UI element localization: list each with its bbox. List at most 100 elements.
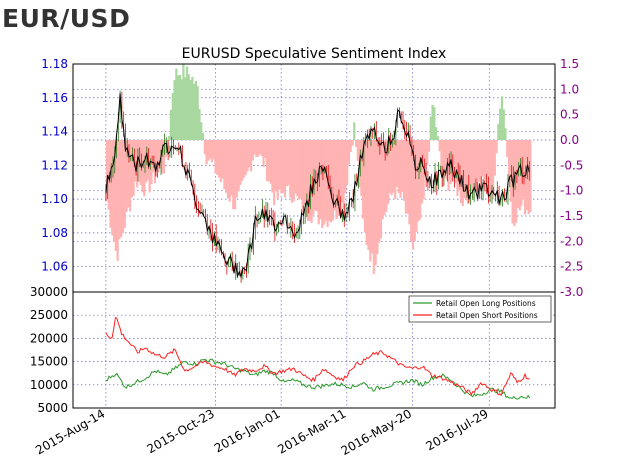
sentiment-bar [177, 75, 180, 140]
sentiment-bar [216, 140, 219, 175]
sentiment-bar [232, 140, 235, 210]
sentiment-bar [401, 140, 404, 193]
sentiment-bar [351, 140, 354, 146]
sentiment-bar [226, 140, 230, 199]
sentiment-bar [109, 140, 112, 228]
sentiment-bar [527, 140, 530, 215]
sentiment-bar [445, 140, 448, 180]
sentiment-bar [269, 140, 272, 184]
bottom-tick-label: 20000 [30, 331, 68, 345]
sentiment-bar [481, 140, 484, 177]
sentiment-bar [509, 140, 512, 202]
short-positions-line [105, 316, 530, 397]
right-tick-label: -2.0 [560, 234, 583, 248]
sentiment-bar [127, 140, 130, 208]
sentiment-bar [354, 140, 358, 147]
sentiment-bar [230, 140, 233, 196]
sentiment-bar [258, 140, 262, 155]
sentiment-bar [298, 140, 301, 200]
price-line [105, 93, 530, 279]
sentiment-bar [484, 140, 488, 181]
sentiment-bar [283, 140, 286, 198]
sentiment-bar [196, 86, 199, 140]
sentiment-bar [143, 140, 146, 197]
sentiment-bar [429, 116, 432, 140]
legend-long-label: Retail Open Long Positions [436, 299, 536, 308]
sentiment-bar [212, 140, 215, 160]
sentiment-bar [292, 140, 295, 202]
sentiment-bar [214, 140, 217, 174]
sentiment-bar [198, 108, 201, 140]
right-tick-label: -1.5 [560, 209, 583, 223]
bottom-tick-label: 10000 [30, 378, 68, 392]
sentiment-bar [200, 122, 203, 140]
sentiment-bar [321, 140, 324, 228]
sentiment-bar [440, 140, 443, 172]
sentiment-bar [353, 122, 356, 140]
sentiment-bar [173, 80, 176, 140]
sentiment-bar [443, 140, 447, 178]
sentiment-bar [516, 140, 520, 208]
right-tick-label: -0.5 [560, 158, 583, 172]
sentiment-bar [529, 140, 532, 213]
sentiment-bar [436, 136, 439, 140]
sentiment-bar [201, 133, 205, 140]
sentiment-bar [207, 140, 210, 161]
sentiment-bar [491, 140, 495, 200]
sentiment-bar [495, 140, 498, 154]
sentiment-bar [161, 140, 164, 174]
sentiment-bar [251, 140, 254, 161]
sentiment-bar [490, 140, 493, 193]
sentiment-bar [499, 108, 502, 140]
sentiment-bar [363, 140, 367, 233]
sentiment-bar [424, 140, 427, 177]
sentiment-bar [317, 140, 320, 225]
sentiment-bar [465, 140, 468, 201]
sentiment-bar [504, 128, 507, 140]
sentiment-bar [241, 140, 244, 182]
sentiment-bar [130, 140, 133, 198]
sentiment-bar [479, 140, 482, 188]
sentiment-bar [385, 140, 388, 212]
sentiment-bar [118, 140, 121, 240]
right-tick-label: -2.5 [560, 260, 583, 274]
long-positions-line [105, 358, 531, 400]
right-tick-label: -1.0 [560, 184, 583, 198]
sentiment-bar [477, 140, 480, 182]
sentiment-bar [193, 83, 196, 140]
sentiment-bar [451, 140, 454, 182]
sentiment-bar [399, 140, 402, 198]
sentiment-bar [164, 140, 167, 158]
sentiment-bar [278, 140, 281, 190]
sentiment-bar [237, 140, 240, 192]
sentiment-bar [287, 140, 290, 186]
sentiment-bar [303, 140, 306, 205]
sentiment-bar [326, 140, 329, 228]
sentiment-bar [468, 140, 472, 186]
x-tick-label: 2015-Oct-23 [144, 406, 216, 456]
sentiment-bar [139, 140, 142, 186]
sentiment-bar [191, 76, 194, 140]
sentiment-bar [356, 140, 359, 161]
sentiment-bar [360, 140, 363, 196]
bottom-tick-label: 25000 [30, 308, 68, 322]
sentiment-bar [459, 140, 463, 204]
x-tick-label: 2016-Mar-11 [275, 406, 348, 456]
sentiment-bar [506, 140, 509, 158]
sentiment-bar [114, 140, 117, 251]
sentiment-bar [497, 123, 500, 140]
sentiment-bar [274, 140, 278, 192]
sentiment-bar [244, 140, 247, 175]
sentiment-bar [402, 140, 406, 201]
sentiment-bar [346, 140, 349, 185]
sentiment-bar [422, 140, 425, 200]
right-tick-label: -3.0 [560, 285, 583, 299]
sentiment-bar [242, 140, 246, 178]
sentiment-bar [299, 140, 302, 199]
sentiment-bar [367, 140, 370, 251]
sentiment-bar [308, 140, 311, 221]
sentiment-bar [159, 140, 162, 169]
sentiment-bar [134, 140, 137, 182]
left-tick-label: 1.16 [41, 91, 68, 105]
sentiment-bar [483, 140, 486, 188]
